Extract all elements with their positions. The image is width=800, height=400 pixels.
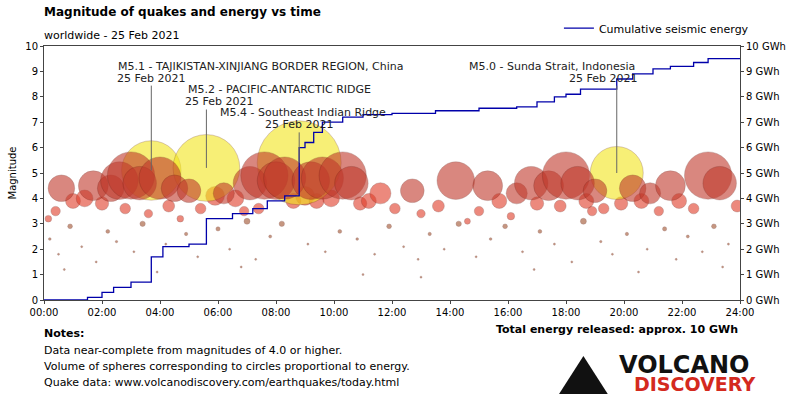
svg-text:M5.4 - Southeast Indian Ridge: M5.4 - Southeast Indian Ridge <box>220 106 386 119</box>
svg-text:24:00: 24:00 <box>726 307 755 318</box>
svg-text:8 GWh: 8 GWh <box>746 91 780 102</box>
svg-text:Data near-complete from magnit: Data near-complete from magnitudes of 4.… <box>44 344 342 357</box>
svg-text:4 GWh: 4 GWh <box>746 193 780 204</box>
svg-text:18:00: 18:00 <box>552 307 581 318</box>
svg-text:5 GWh: 5 GWh <box>746 168 780 179</box>
svg-text:3: 3 <box>32 218 38 229</box>
svg-text:2: 2 <box>32 244 38 255</box>
svg-text:worldwide - 25 Feb 2021: worldwide - 25 Feb 2021 <box>44 29 180 42</box>
svg-text:25 Feb 2021: 25 Feb 2021 <box>117 72 185 85</box>
svg-text:22:00: 22:00 <box>668 307 697 318</box>
svg-text:7 GWh: 7 GWh <box>746 117 780 128</box>
svg-text:Notes:: Notes: <box>44 327 84 340</box>
svg-text:DISCOVERY: DISCOVERY <box>634 373 755 395</box>
svg-text:Volume of spheres correspondin: Volume of spheres corresponding to circl… <box>44 360 410 373</box>
svg-text:6 GWh: 6 GWh <box>746 142 780 153</box>
svg-text:0: 0 <box>32 295 38 306</box>
svg-text:Magnitude of quakes and energy: Magnitude of quakes and energy vs time <box>44 5 321 19</box>
svg-text:Cumulative seismic energy: Cumulative seismic energy <box>599 23 749 36</box>
svg-text:08:00: 08:00 <box>262 307 291 318</box>
svg-text:25 Feb 2021: 25 Feb 2021 <box>185 95 253 108</box>
svg-text:Quake data: www.volcanodiscove: Quake data: www.volcanodiscovery.com/ear… <box>44 376 399 389</box>
svg-text:1: 1 <box>32 269 38 280</box>
svg-text:9: 9 <box>32 66 38 77</box>
svg-text:10 GWh: 10 GWh <box>746 41 786 52</box>
svg-text:04:00: 04:00 <box>146 307 175 318</box>
svg-text:6: 6 <box>32 142 38 153</box>
svg-text:8: 8 <box>32 91 38 102</box>
svg-text:0 GWh: 0 GWh <box>746 295 780 306</box>
svg-text:02:00: 02:00 <box>88 307 117 318</box>
svg-text:25 Feb 2021: 25 Feb 2021 <box>265 118 333 131</box>
svg-text:M5.2 - PACIFIC-ANTARCTIC RIDGE: M5.2 - PACIFIC-ANTARCTIC RIDGE <box>188 83 371 96</box>
svg-text:M5.1 - TAJIKISTAN-XINJIANG BOR: M5.1 - TAJIKISTAN-XINJIANG BORDER REGION… <box>118 60 403 73</box>
svg-text:1 GWh: 1 GWh <box>746 269 780 280</box>
svg-text:Total energy released: approx.: Total energy released: approx. 10 GWh <box>496 323 738 336</box>
svg-text:00:00: 00:00 <box>30 307 59 318</box>
svg-text:10:00: 10:00 <box>320 307 349 318</box>
svg-text:25 Feb 2021: 25 Feb 2021 <box>569 72 637 85</box>
svg-text:16:00: 16:00 <box>494 307 523 318</box>
svg-text:14:00: 14:00 <box>436 307 465 318</box>
svg-text:3 GWh: 3 GWh <box>746 218 780 229</box>
svg-text:7: 7 <box>32 117 38 128</box>
svg-text:M5.0 - Sunda Strait, Indonesia: M5.0 - Sunda Strait, Indonesia <box>469 60 635 73</box>
svg-text:5: 5 <box>32 168 38 179</box>
svg-text:4: 4 <box>32 193 38 204</box>
svg-text:9 GWh: 9 GWh <box>746 66 780 77</box>
svg-text:Magnitude: Magnitude <box>7 147 18 200</box>
svg-text:12:00: 12:00 <box>378 307 407 318</box>
svg-text:2 GWh: 2 GWh <box>746 244 780 255</box>
svg-text:06:00: 06:00 <box>204 307 233 318</box>
svg-text:VOLCANO: VOLCANO <box>619 351 750 379</box>
svg-text:20:00: 20:00 <box>610 307 639 318</box>
svg-text:10: 10 <box>25 41 38 52</box>
